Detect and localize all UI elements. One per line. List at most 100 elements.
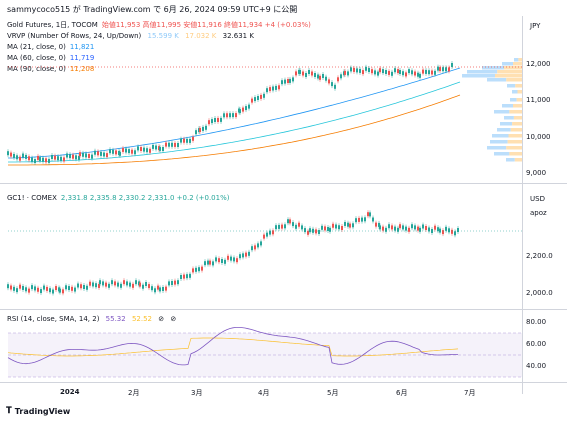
comex-candle — [428, 227, 430, 232]
candle — [48, 158, 50, 163]
comex-candle — [367, 212, 369, 217]
candle — [365, 66, 367, 71]
candle — [125, 148, 127, 153]
comex-candle — [309, 228, 311, 233]
comex-candle — [74, 287, 76, 292]
candle — [431, 70, 433, 75]
pane-divider[interactable] — [0, 183, 567, 184]
candle — [287, 79, 289, 83]
comex-candle — [292, 222, 294, 227]
candle — [211, 119, 213, 124]
comex-candle — [335, 224, 337, 229]
candle — [388, 70, 390, 75]
candle — [25, 154, 27, 159]
comex-ohlc: 2,331.8 2,335.8 2,330.2 2,331.0 +0.2 (+0… — [60, 194, 230, 202]
candle — [399, 70, 401, 74]
comex-candle — [227, 255, 229, 260]
comex-candle — [204, 261, 206, 266]
comex-unit[interactable]: apoz — [530, 209, 547, 217]
volume-profile-up — [490, 140, 508, 144]
comex-candle — [157, 285, 159, 290]
volume-profile-up — [487, 78, 507, 82]
candle — [177, 143, 179, 147]
candle — [57, 156, 59, 161]
comex-candle — [269, 230, 271, 235]
comex-candle — [77, 283, 79, 288]
comex-candle — [95, 283, 97, 288]
ma90-legend[interactable]: MA (90, close, 0) 11,208 — [7, 64, 98, 74]
candle — [31, 157, 33, 162]
candle — [272, 86, 274, 91]
main-title[interactable]: Gold Futures, 1日, TOCOM — [7, 21, 98, 29]
comex-candle — [43, 285, 45, 290]
candle — [13, 153, 15, 158]
comex-candle — [117, 282, 119, 287]
volume-profile-down — [506, 146, 522, 150]
main-currency[interactable]: JPY — [530, 22, 541, 30]
comex-candle — [344, 221, 346, 226]
candle — [245, 106, 247, 111]
comex-candle — [83, 285, 85, 289]
vrvp-legend[interactable]: VRVP (Number Of Rows, 24, Up/Down) 15.59… — [7, 31, 258, 41]
candle — [10, 152, 12, 157]
comex-candle — [439, 228, 441, 233]
comex-candle — [108, 283, 110, 288]
ma60-legend[interactable]: MA (60, close, 0) 11,719 — [7, 53, 98, 63]
candle — [37, 155, 39, 160]
settings-icon[interactable]: ⊘ — [170, 315, 177, 323]
y-tick: 60.00 — [526, 340, 547, 348]
comex-candle — [209, 260, 211, 265]
comex-candle — [352, 223, 354, 228]
candle — [278, 85, 280, 90]
comex-candle — [375, 222, 377, 227]
candle — [22, 153, 24, 158]
candle — [192, 136, 194, 141]
candle — [91, 154, 93, 159]
y-tick: 80.00 — [526, 318, 547, 326]
comex-candle — [37, 287, 39, 292]
tradingview-logo[interactable]: 𝐓 TradingView — [6, 406, 70, 416]
rsi-legend[interactable]: RSI (14, close, SMA, 14, 2) 55.32 52.52 … — [7, 314, 180, 324]
comex-candle — [419, 227, 421, 232]
candle — [295, 71, 297, 76]
comex-currency[interactable]: USD — [530, 195, 545, 203]
comex-candle — [189, 273, 191, 278]
comex-candle — [142, 284, 144, 289]
comex-candle — [248, 251, 250, 256]
candle — [368, 68, 370, 72]
candle — [340, 74, 342, 79]
comex-candle — [7, 284, 9, 289]
comex-candle — [162, 287, 164, 291]
comex-candle — [332, 223, 334, 228]
comex-candle — [289, 219, 291, 224]
comex-candle — [168, 281, 170, 286]
comex-candle — [151, 286, 153, 291]
candle — [205, 125, 207, 130]
candle — [72, 154, 74, 159]
visibility-icon[interactable]: ⊘ — [158, 315, 165, 323]
candle — [248, 104, 250, 109]
candle — [451, 63, 453, 67]
candle — [155, 145, 157, 150]
comex-candle — [242, 253, 244, 258]
pane-divider[interactable] — [0, 309, 567, 310]
candle — [257, 96, 259, 100]
ma21-legend[interactable]: MA (21, close, 0) 11,821 — [7, 42, 98, 52]
candle — [60, 156, 62, 161]
candle — [19, 156, 21, 161]
candle — [208, 120, 210, 125]
comex-candle — [312, 228, 314, 233]
volume-profile-up — [497, 128, 511, 132]
comex-candle — [358, 217, 360, 222]
comex-candle — [86, 285, 88, 290]
candle — [168, 142, 170, 147]
candle — [78, 155, 80, 160]
comex-candle — [295, 224, 297, 229]
candle — [356, 68, 358, 73]
comex-title[interactable]: GC1! · COMEX — [7, 194, 57, 202]
y-tick: 11,000 — [526, 96, 551, 104]
volume-profile-down — [514, 158, 522, 162]
ma21-label: MA (21, close, 0) — [7, 43, 66, 51]
comex-candle — [245, 252, 247, 257]
